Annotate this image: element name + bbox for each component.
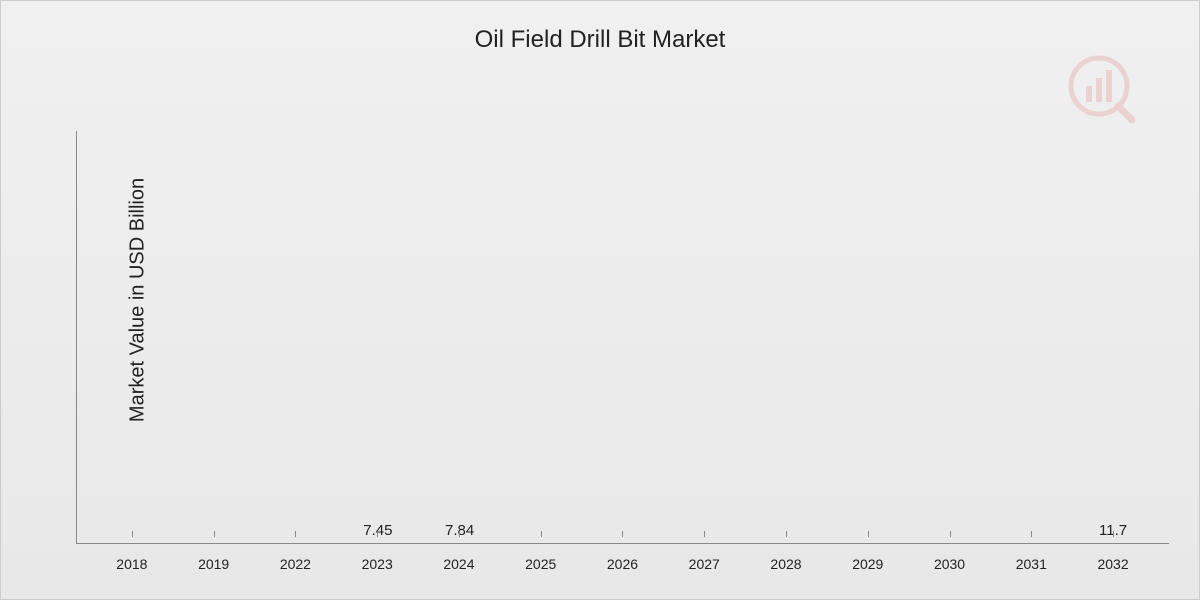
chart-title: Oil Field Drill Bit Market: [1, 1, 1199, 54]
x-tick-label: 2024: [443, 556, 474, 572]
x-tick-label: 2032: [1097, 556, 1128, 572]
x-tick: 2024: [418, 556, 500, 574]
x-tick: 2029: [827, 556, 909, 574]
x-tick: 2018: [91, 556, 173, 574]
x-tick: 2025: [500, 556, 582, 574]
x-tick-label: 2028: [770, 556, 801, 572]
x-tick: 2031: [990, 556, 1072, 574]
x-tick-label: 2027: [689, 556, 720, 572]
plot-area: 7.457.8411.7: [76, 131, 1169, 544]
x-tick: 2023: [336, 556, 418, 574]
x-tick-label: 2019: [198, 556, 229, 572]
x-axis: 2018 2019 2022 2023 2024 2025 2026 2027 2028 2029…: [76, 556, 1169, 574]
x-tick: 2026: [582, 556, 664, 574]
x-tick-label: 2029: [852, 556, 883, 572]
x-tick-label: 2025: [525, 556, 556, 572]
watermark-logo: [1064, 46, 1144, 131]
chart-container: Oil Field Drill Bit Market Market Value …: [0, 0, 1200, 600]
x-tick-label: 2022: [280, 556, 311, 572]
x-tick: 2022: [255, 556, 337, 574]
bars-container: 7.457.8411.7: [77, 131, 1169, 543]
x-tick-label: 2031: [1016, 556, 1047, 572]
x-tick: 2032: [1072, 556, 1154, 574]
x-tick-label: 2018: [116, 556, 147, 572]
x-tick: 2027: [663, 556, 745, 574]
x-tick: 2028: [745, 556, 827, 574]
x-tick-label: 2023: [362, 556, 393, 572]
x-tick-label: 2030: [934, 556, 965, 572]
x-tick-label: 2026: [607, 556, 638, 572]
x-tick: 2019: [173, 556, 255, 574]
x-tick: 2030: [909, 556, 991, 574]
